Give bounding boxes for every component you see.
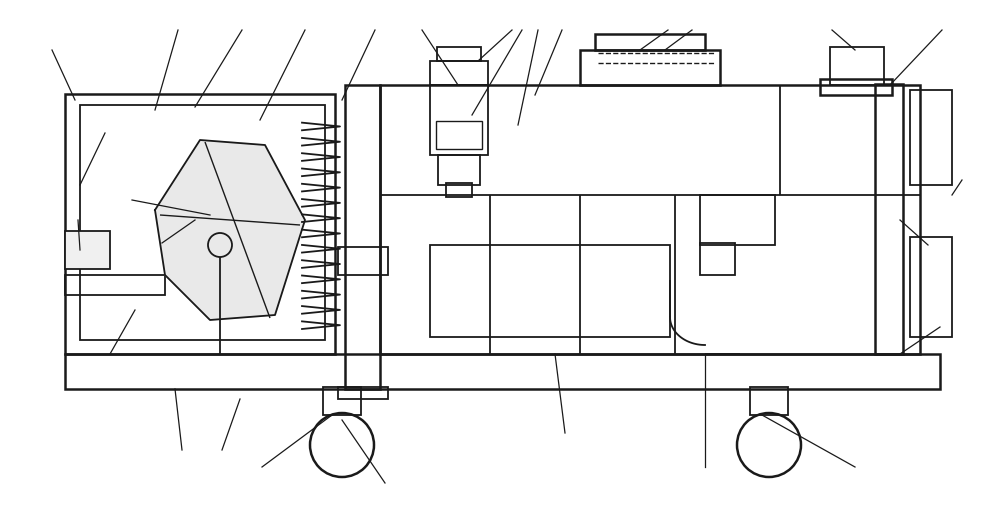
Bar	[595, 35, 705, 51]
Bar	[380, 86, 920, 355]
Bar	[430, 62, 488, 86]
Bar	[323, 387, 361, 415]
Bar	[875, 85, 903, 355]
Bar	[446, 184, 472, 197]
Bar	[345, 86, 380, 389]
Bar	[338, 247, 388, 275]
Bar	[65, 95, 335, 355]
Bar	[580, 51, 720, 86]
Bar	[338, 387, 388, 399]
Bar	[820, 80, 892, 96]
Bar	[65, 355, 940, 389]
Bar	[910, 91, 952, 186]
Bar	[65, 231, 110, 270]
Bar	[438, 156, 480, 186]
Polygon shape	[155, 141, 305, 320]
Bar	[437, 48, 481, 62]
Bar	[700, 195, 775, 245]
Bar	[80, 106, 325, 340]
Bar	[436, 122, 482, 149]
Bar	[430, 245, 670, 337]
Bar	[700, 243, 735, 275]
Bar	[750, 387, 788, 415]
Bar	[830, 48, 884, 86]
Bar	[910, 237, 952, 337]
Bar	[430, 86, 488, 156]
Bar	[65, 275, 165, 295]
